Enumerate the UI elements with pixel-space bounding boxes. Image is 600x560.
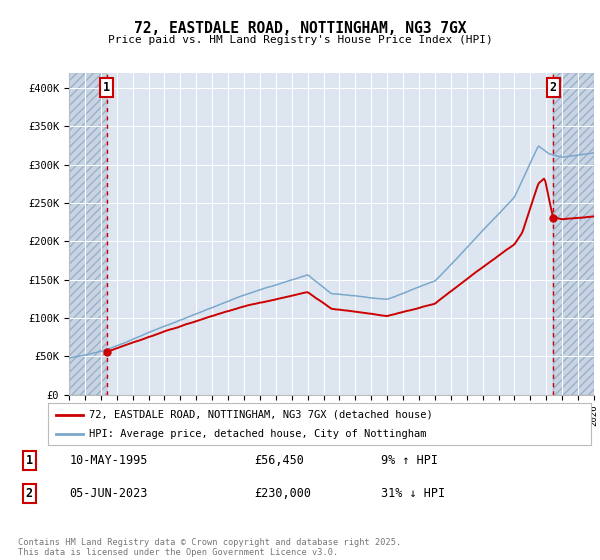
Text: Price paid vs. HM Land Registry's House Price Index (HPI): Price paid vs. HM Land Registry's House … (107, 35, 493, 45)
Text: Contains HM Land Registry data © Crown copyright and database right 2025.
This d: Contains HM Land Registry data © Crown c… (18, 538, 401, 557)
Bar (553, 73, 594, 395)
Text: 2: 2 (26, 487, 33, 501)
Bar (69, 73, 107, 395)
Text: HPI: Average price, detached house, City of Nottingham: HPI: Average price, detached house, City… (89, 429, 426, 439)
Text: 9% ↑ HPI: 9% ↑ HPI (380, 454, 437, 468)
Text: 1: 1 (103, 81, 110, 94)
Text: £56,450: £56,450 (254, 454, 304, 468)
Text: 1: 1 (26, 454, 33, 468)
Text: 2: 2 (550, 81, 557, 94)
Text: £230,000: £230,000 (254, 487, 311, 501)
Text: 72, EASTDALE ROAD, NOTTINGHAM, NG3 7GX (detached house): 72, EASTDALE ROAD, NOTTINGHAM, NG3 7GX (… (89, 409, 433, 419)
Text: 72, EASTDALE ROAD, NOTTINGHAM, NG3 7GX: 72, EASTDALE ROAD, NOTTINGHAM, NG3 7GX (134, 21, 466, 36)
Text: 31% ↓ HPI: 31% ↓ HPI (380, 487, 445, 501)
Text: 05-JUN-2023: 05-JUN-2023 (70, 487, 148, 501)
Text: 10-MAY-1995: 10-MAY-1995 (70, 454, 148, 468)
